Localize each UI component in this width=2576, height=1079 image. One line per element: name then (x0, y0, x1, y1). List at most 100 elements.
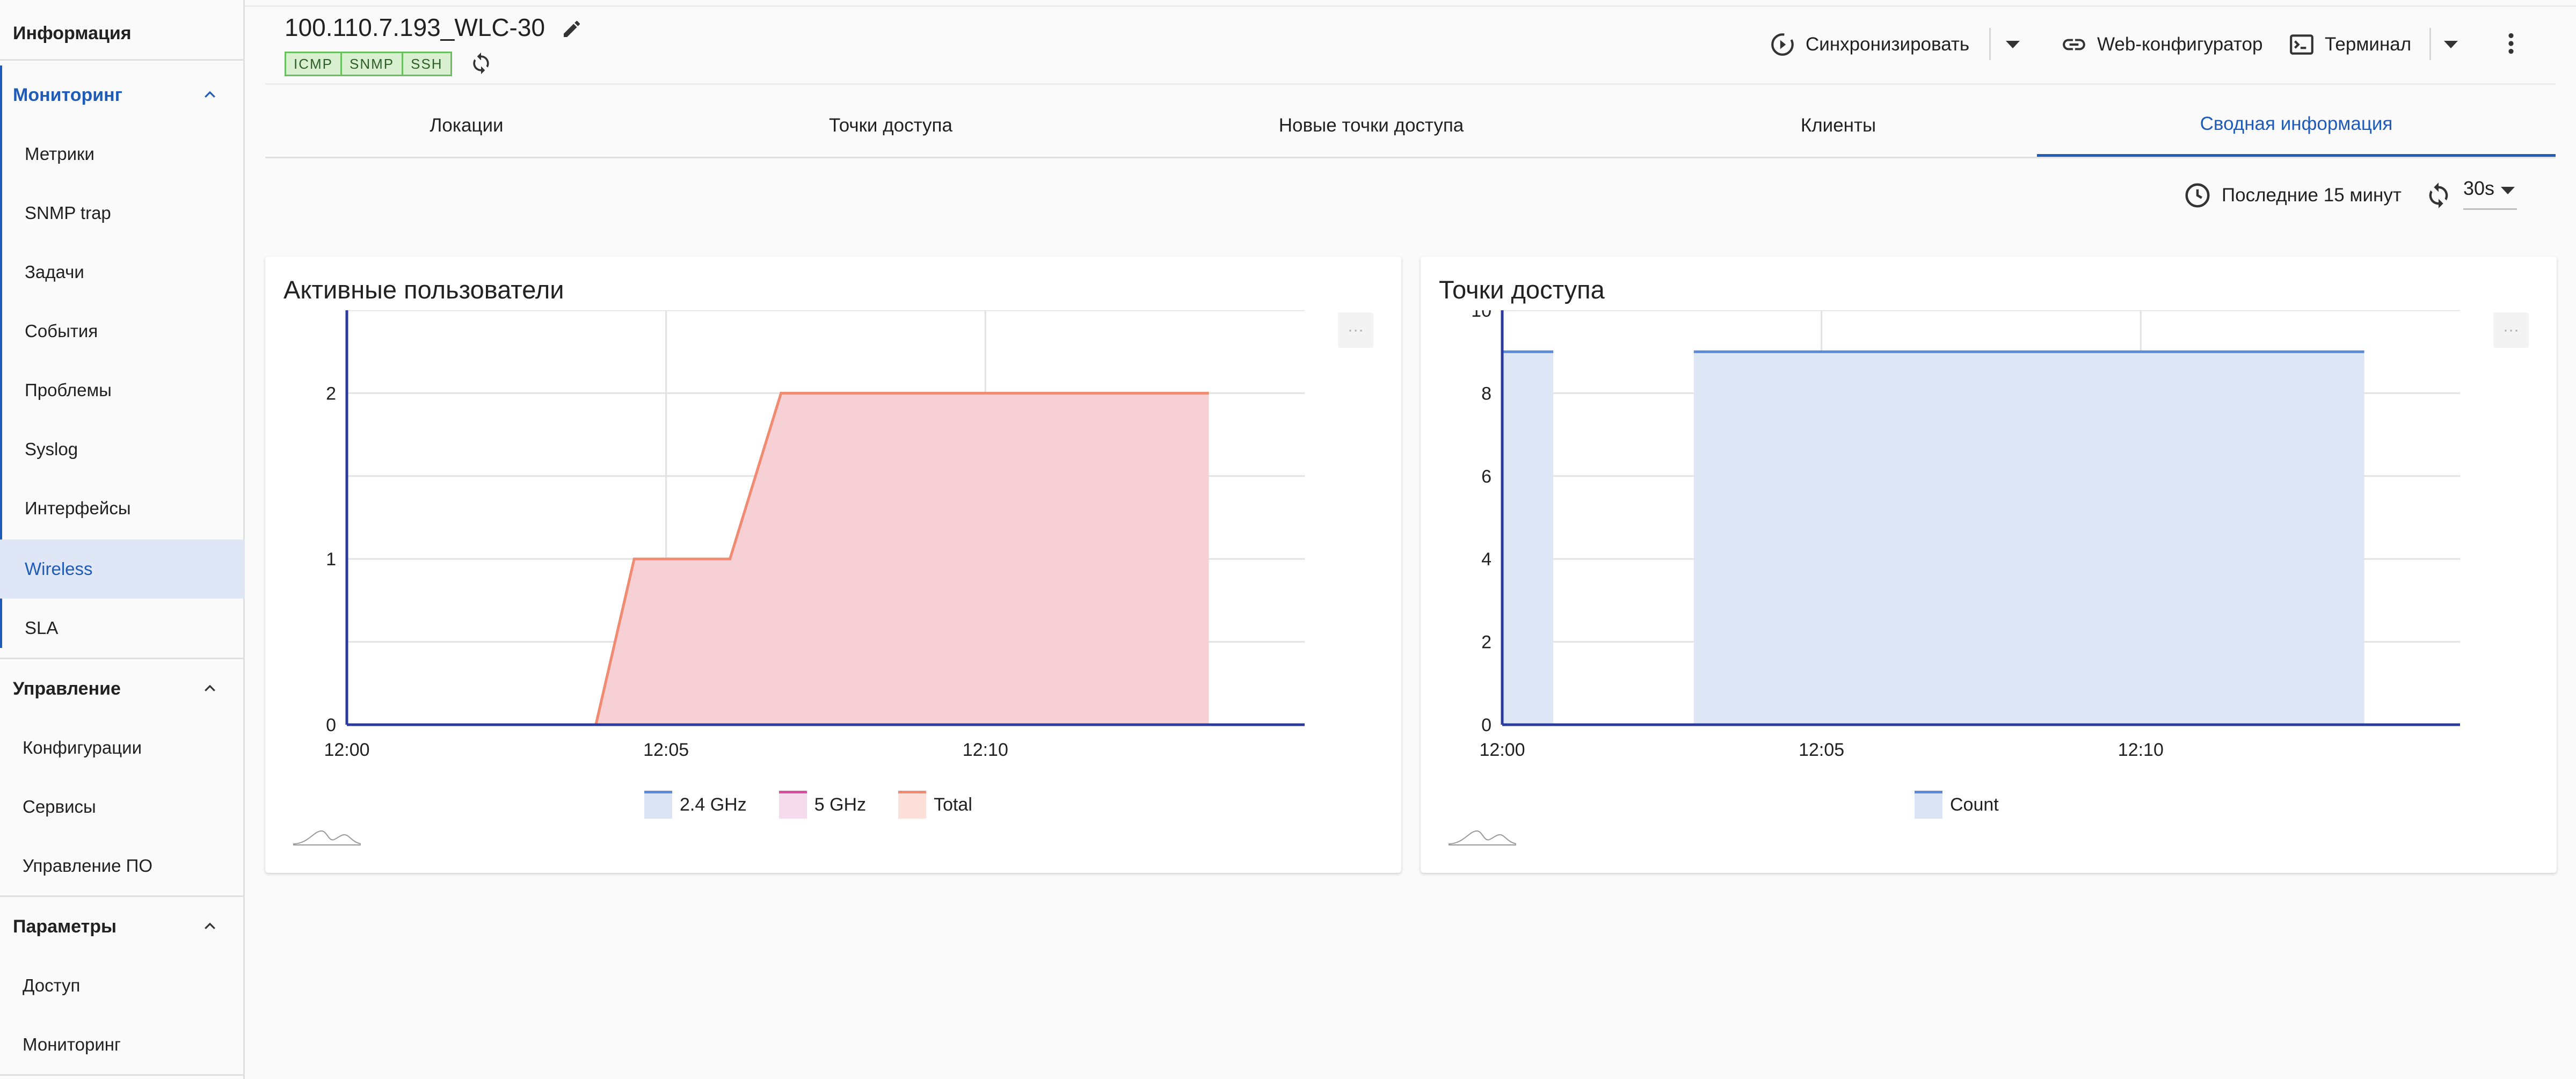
tab-locations[interactable]: Локации (265, 94, 668, 157)
more-vert-icon[interactable] (2498, 30, 2524, 57)
chart-title: Активные пользователи (283, 275, 564, 304)
refresh-interval-select[interactable]: 30s (2463, 177, 2517, 210)
tag-snmp: SNMP (340, 52, 404, 76)
sidebar-section-label: Параметры (13, 916, 117, 937)
sync-label: Синхронизировать (1806, 34, 1970, 55)
sidebar-section-management[interactable]: Управление (0, 659, 245, 718)
tab-new-access-points[interactable]: Новые точки доступа (1130, 94, 1613, 157)
sync-button[interactable]: Синхронизировать (1769, 27, 1969, 62)
tabs-bar: Локации Точки доступа Новые точки доступ… (265, 94, 2556, 158)
sync-dropdown-caret-icon[interactable] (2006, 41, 2020, 48)
sidebar-item-events[interactable]: События (0, 302, 245, 361)
terminal-button[interactable]: Терминал (2288, 27, 2411, 62)
sidebar-item-label: Проблемы (25, 380, 112, 400)
y-tick-label: 10 (1471, 310, 1491, 321)
legend-label: 2.4 GHz (680, 794, 747, 815)
sidebar-item-wireless[interactable]: Wireless (0, 540, 245, 599)
terminal-icon (2290, 34, 2313, 55)
chart-legend: 2.4 GHz 5 GHz Total (644, 791, 1005, 819)
sidebar-item-problems[interactable]: Проблемы (0, 361, 245, 420)
chevron-up-icon (205, 922, 215, 929)
legend-label: 5 GHz (814, 794, 867, 815)
sidebar-item-label: Метрики (25, 144, 94, 164)
tab-clients[interactable]: Клиенты (1650, 94, 2026, 157)
tab-label: Новые точки доступа (1278, 114, 1464, 136)
series-area-count (1693, 352, 2364, 725)
tab-summary[interactable]: Сводная информация (2037, 94, 2556, 157)
x-tick-label: 12:00 (1479, 740, 1525, 760)
auto-refresh-icon[interactable] (2425, 181, 2453, 209)
legend-item-5ghz[interactable]: 5 GHz (778, 791, 867, 819)
y-tick-label: 2 (1481, 632, 1491, 653)
x-tick-label: 12:10 (2118, 740, 2164, 760)
legend-swatch (644, 791, 672, 819)
sidebar-item-sla[interactable]: SLA (0, 599, 245, 658)
sidebar-item-configurations[interactable]: Конфигурации (0, 718, 245, 777)
legend-swatch (898, 791, 927, 819)
x-tick-label: 12:05 (1799, 740, 1844, 760)
access-points-card: Точки доступа ··· 0 2 4 6 8 10 12:00 12:05 12:10… (1421, 257, 2557, 873)
sidebar-divider (0, 59, 245, 61)
refresh-icon[interactable] (469, 52, 493, 75)
series-area-count (1502, 352, 1554, 725)
sidebar-item-access[interactable]: Доступ (0, 956, 245, 1015)
y-tick-label: 2 (326, 383, 336, 404)
x-tick-label: 12:00 (324, 740, 369, 760)
tag-icmp: ICMP (285, 52, 342, 76)
active-users-card: Активные пользователи ··· 0 1 2 12:00 12:05 1… (265, 257, 1401, 873)
sync-icon (1771, 33, 1794, 56)
sidebar-item-services[interactable]: Сервисы (0, 777, 245, 836)
tab-label: Точки доступа (829, 114, 952, 136)
sidebar-info-item[interactable]: Информация (0, 11, 245, 56)
edit-icon[interactable] (561, 18, 583, 40)
header-divider (265, 83, 2556, 85)
sidebar-section-parameters[interactable]: Параметры (0, 897, 245, 956)
sidebar-item-syslog[interactable]: Syslog (0, 420, 245, 479)
sparkline-icon (293, 830, 361, 845)
chart-legend: Count (1915, 791, 2031, 819)
sidebar-divider (0, 895, 245, 897)
legend-swatch (778, 791, 807, 819)
chevron-up-icon (205, 684, 215, 691)
sidebar-item-label: SLA (25, 618, 59, 638)
sidebar-item-metrics[interactable]: Метрики (0, 125, 245, 184)
sidebar-item-software-management[interactable]: Управление ПО (0, 836, 245, 895)
terminal-dropdown-caret-icon[interactable] (2444, 41, 2458, 48)
legend-item-total[interactable]: Total (898, 791, 972, 819)
device-title: 100.110.7.193_WLC-30 (285, 13, 545, 41)
sparkline-icon (1448, 830, 1517, 845)
panel-menu-icon[interactable]: ··· (2493, 312, 2529, 348)
sidebar-item-interfaces[interactable]: Интерфейсы (0, 479, 245, 538)
sidebar-item-label: Управление ПО (23, 856, 153, 876)
legend-item-24ghz[interactable]: 2.4 GHz (644, 791, 747, 819)
sidebar-item-label: Сервисы (23, 797, 96, 816)
sidebar-item-label: События (25, 321, 98, 341)
time-range-label: Последние 15 минут (2222, 185, 2402, 206)
sidebar-item-label: SNMP trap (25, 203, 111, 223)
tab-access-points[interactable]: Точки доступа (689, 94, 1092, 157)
web-config-button[interactable]: Web-конфигуратор (2061, 27, 2262, 62)
x-tick-label: 12:05 (643, 740, 689, 760)
separator (2429, 28, 2431, 60)
panel-menu-icon[interactable]: ··· (1338, 312, 1373, 348)
sidebar: Информация Мониторинг Метрики SNMP trap … (0, 0, 245, 1079)
tab-label: Сводная информация (2200, 113, 2393, 134)
sidebar-item-label: Доступ (23, 975, 81, 995)
sidebar-section-monitoring[interactable]: Мониторинг (0, 65, 245, 125)
clock-icon (2185, 183, 2210, 208)
time-range-picker[interactable]: Последние 15 минут (2183, 177, 2402, 214)
series-area-total (595, 393, 1209, 725)
protocol-tags: ICMP SNMP SSH (285, 52, 452, 76)
sidebar-item-monitoring-params[interactable]: Мониторинг (0, 1015, 245, 1074)
legend-item-count[interactable]: Count (1915, 791, 1999, 819)
legend-label: Total (934, 794, 972, 815)
chart-title: Точки доступа (1439, 275, 1605, 304)
y-tick-label: 6 (1481, 466, 1491, 487)
sidebar-item-snmp-trap[interactable]: SNMP trap (0, 184, 245, 243)
sidebar-item-tasks[interactable]: Задачи (0, 243, 245, 302)
active-users-chart: 0 1 2 12:00 12:05 12:10 (324, 310, 1305, 760)
link-icon (2063, 39, 2085, 50)
tab-label: Локации (430, 114, 504, 136)
legend-swatch (1915, 791, 1942, 819)
refresh-interval-value: 30s (2463, 177, 2495, 199)
